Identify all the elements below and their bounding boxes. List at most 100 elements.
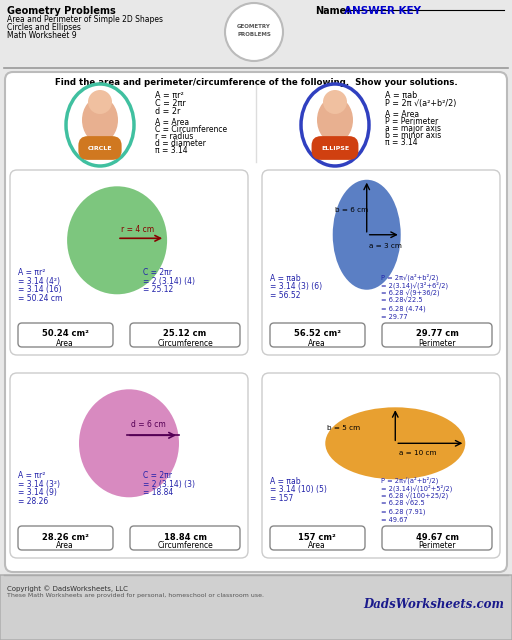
Text: C = 2πr: C = 2πr [155,99,186,108]
Text: C = 2πr: C = 2πr [143,471,172,480]
Text: = 25.12: = 25.12 [143,285,174,294]
Text: = 28.26: = 28.26 [18,497,48,506]
Text: Perimeter: Perimeter [418,339,456,348]
Text: Area: Area [56,339,74,348]
Text: A = πr²: A = πr² [18,268,46,277]
Text: Area and Perimeter of Simple 2D Shapes: Area and Perimeter of Simple 2D Shapes [7,15,163,24]
Ellipse shape [225,3,283,61]
FancyBboxPatch shape [382,323,492,347]
Text: = 6.28 (4.74): = 6.28 (4.74) [381,306,426,312]
Text: CIRCLE: CIRCLE [88,145,112,150]
Text: Perimeter: Perimeter [418,541,456,550]
FancyBboxPatch shape [262,170,500,355]
Text: = 6.28√22.5: = 6.28√22.5 [381,298,422,303]
Text: 28.26 cm²: 28.26 cm² [41,532,89,541]
FancyBboxPatch shape [5,72,507,572]
FancyBboxPatch shape [270,323,365,347]
Text: = 6.28 √62.5: = 6.28 √62.5 [381,500,425,507]
FancyBboxPatch shape [18,323,113,347]
FancyBboxPatch shape [0,0,512,68]
Text: = 18.84: = 18.84 [143,488,174,497]
Text: 157 cm²: 157 cm² [298,532,336,541]
Text: 29.77 cm: 29.77 cm [416,330,458,339]
Text: P = 2π√(a²+b²/2): P = 2π√(a²+b²/2) [381,477,438,484]
FancyBboxPatch shape [262,373,500,558]
Text: Circles and Ellipses: Circles and Ellipses [7,23,81,32]
Text: 25.12 cm: 25.12 cm [163,330,207,339]
Text: b = minor axis: b = minor axis [385,131,441,140]
FancyBboxPatch shape [10,373,248,558]
Text: 56.52 cm²: 56.52 cm² [293,330,340,339]
Text: A = πr²: A = πr² [18,471,46,480]
Text: r = radius: r = radius [155,132,194,141]
Text: = 3.14 (10) (5): = 3.14 (10) (5) [270,485,327,494]
Text: A = Area: A = Area [385,110,419,119]
Text: C = Circumference: C = Circumference [155,125,227,134]
Text: ELLIPSE: ELLIPSE [321,145,349,150]
Text: = 3.14 (3) (6): = 3.14 (3) (6) [270,282,322,291]
Text: d = diameter: d = diameter [155,139,206,148]
Text: = 2 (3.14) (4): = 2 (3.14) (4) [143,276,195,285]
Ellipse shape [67,186,167,294]
FancyBboxPatch shape [382,526,492,550]
Text: C = 2πr: C = 2πr [143,268,172,277]
Text: Find the area and perimeter/circumference of the following.  Show your solutions: Find the area and perimeter/circumferenc… [55,78,457,87]
Text: Name:: Name: [315,6,350,16]
Text: π = 3.14: π = 3.14 [155,146,187,155]
Circle shape [88,90,112,114]
Text: 18.84 cm: 18.84 cm [163,532,206,541]
Text: = 2(3.14)√(10²+5²/2): = 2(3.14)√(10²+5²/2) [381,484,453,492]
Text: P = 2π√(a²+b²/2): P = 2π√(a²+b²/2) [381,274,438,281]
Text: π = 3.14: π = 3.14 [385,138,418,147]
Text: r = 4 cm: r = 4 cm [121,225,154,234]
Text: PROBLEMS: PROBLEMS [237,31,271,36]
Text: 49.67 cm: 49.67 cm [416,532,459,541]
Text: Area: Area [308,339,326,348]
Text: Copyright © DadsWorksheets, LLC: Copyright © DadsWorksheets, LLC [7,585,128,591]
Text: A = πab: A = πab [270,274,301,283]
Text: d = 6 cm: d = 6 cm [131,420,166,429]
Text: Math Worksheet 9: Math Worksheet 9 [7,31,77,40]
Text: = 49.67: = 49.67 [381,516,408,523]
FancyBboxPatch shape [18,526,113,550]
Text: GEOMETRY: GEOMETRY [237,24,271,29]
Text: Circumference: Circumference [157,541,213,550]
Text: = 2 (3.14) (3): = 2 (3.14) (3) [143,479,195,488]
Circle shape [323,90,347,114]
Text: A = Area: A = Area [155,118,189,127]
Text: = 29.77: = 29.77 [381,314,408,319]
Text: DadsWorksheets.com: DadsWorksheets.com [363,598,504,611]
Ellipse shape [317,97,353,143]
Text: ANSWER KEY: ANSWER KEY [344,6,421,16]
Text: Circumference: Circumference [157,339,213,348]
Text: A = πr²: A = πr² [155,91,184,100]
Text: = 3.14 (4²): = 3.14 (4²) [18,276,60,285]
FancyBboxPatch shape [130,526,240,550]
Text: These Math Worksheets are provided for personal, homeschool or classroom use.: These Math Worksheets are provided for p… [7,593,264,598]
Ellipse shape [333,180,401,290]
Text: = 3.14 (9): = 3.14 (9) [18,488,57,497]
Text: = 6.28 √(9+36/2): = 6.28 √(9+36/2) [381,289,440,297]
Ellipse shape [79,389,179,497]
Text: = 56.52: = 56.52 [270,291,301,300]
Text: a = 10 cm: a = 10 cm [399,451,437,456]
FancyBboxPatch shape [130,323,240,347]
Ellipse shape [82,97,118,143]
Text: Area: Area [56,541,74,550]
Text: = 50.24 cm: = 50.24 cm [18,294,62,303]
Text: = 3.14 (16): = 3.14 (16) [18,285,61,294]
Text: A = πab: A = πab [385,91,417,100]
FancyBboxPatch shape [270,526,365,550]
Text: = 157: = 157 [270,493,293,502]
Text: = 3.14 (3²): = 3.14 (3²) [18,479,60,488]
Text: = 2(3.14)√(3²+6²/2): = 2(3.14)√(3²+6²/2) [381,282,448,289]
Text: A = πab: A = πab [270,477,301,486]
FancyBboxPatch shape [0,575,512,640]
Text: P = Perimeter: P = Perimeter [385,117,438,126]
Ellipse shape [325,407,465,479]
Text: Area: Area [308,541,326,550]
FancyBboxPatch shape [10,170,248,355]
Text: d = 2r: d = 2r [155,107,180,116]
Text: 50.24 cm²: 50.24 cm² [41,330,89,339]
Text: b = 5 cm: b = 5 cm [327,426,360,431]
